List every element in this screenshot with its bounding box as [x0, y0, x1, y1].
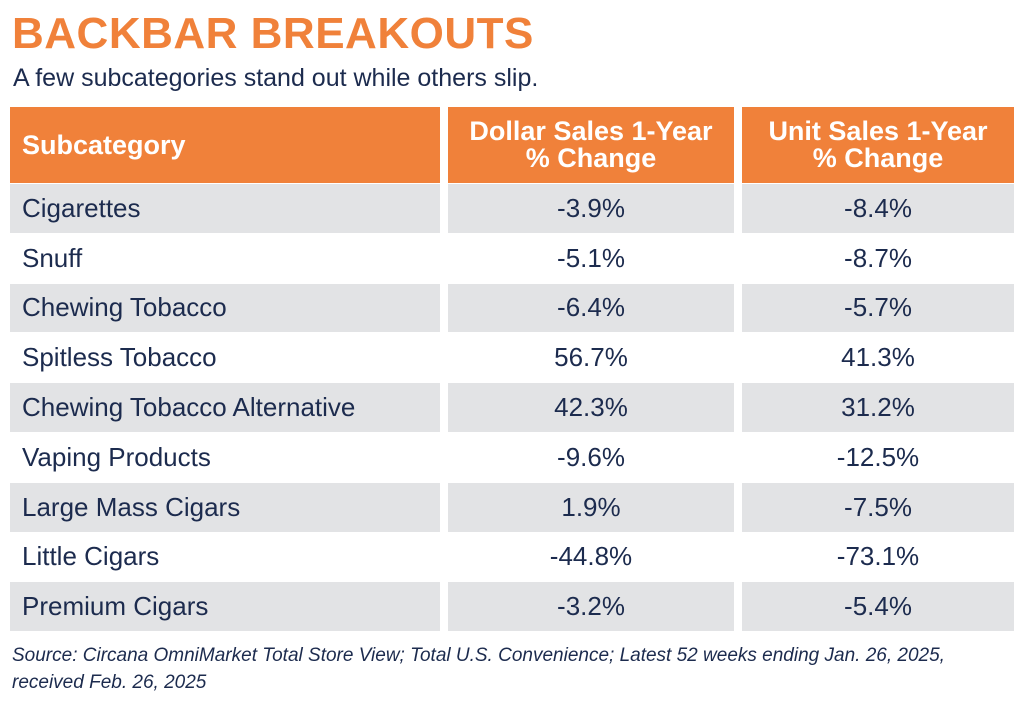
source-line-2: received Feb. 26, 2025 — [12, 672, 207, 693]
dollar-change-cell: -3.9% — [448, 183, 734, 233]
table-body: Cigarettes -3.9% -8.4% Snuff -5.1% -8.7% Chewi… — [10, 183, 1014, 632]
subcategory-cell: Spitless Tobacco — [10, 332, 440, 383]
table-row: Vaping Products -9.6% -12.5% — [10, 431, 1014, 482]
unit-change-cell: -7.5% — [742, 481, 1014, 532]
unit-change-cell: -5.4% — [742, 581, 1014, 632]
table-row: Large Mass Cigars 1.9% -7.5% — [10, 481, 1014, 532]
data-table: Subcategory Dollar Sales 1-Year % Change… — [10, 107, 1014, 632]
unit-change-cell: -12.5% — [742, 431, 1014, 482]
subcategory-cell: Vaping Products — [10, 431, 440, 482]
dollar-change-cell: -6.4% — [448, 282, 734, 333]
table-row: Chewing Tobacco Alternative 42.3% 31.2% — [10, 382, 1014, 432]
unit-change-cell: 41.3% — [742, 332, 1014, 383]
chart-title: BACKBAR BREAKOUTS — [12, 9, 534, 58]
subcategory-cell: Snuff — [10, 232, 440, 283]
table-row: Premium Cigars -3.2% -5.4% — [10, 581, 1014, 632]
dollar-change-cell: -5.1% — [448, 232, 734, 283]
unit-change-cell: -73.1% — [742, 531, 1014, 582]
header-dollar-sales-line1: Dollar Sales 1-Year — [469, 116, 713, 146]
header-dollar-sales: Dollar Sales 1-Year % Change — [448, 107, 734, 183]
dollar-change-cell: 56.7% — [448, 332, 734, 383]
subcategory-cell: Little Cigars — [10, 531, 440, 582]
unit-change-cell: -8.4% — [742, 183, 1014, 233]
dollar-change-cell: -44.8% — [448, 531, 734, 582]
table-row: Little Cigars -44.8% -73.1% — [10, 531, 1014, 582]
table-row: Cigarettes -3.9% -8.4% — [10, 183, 1014, 233]
header-subcategory-label: Subcategory — [22, 129, 186, 160]
table-row: Chewing Tobacco -6.4% -5.7% — [10, 282, 1014, 333]
header-unit-sales: Unit Sales 1-Year % Change — [742, 107, 1014, 183]
source-line-1: Source: Circana OmniMarket Total Store V… — [12, 645, 945, 666]
subcategory-cell: Chewing Tobacco — [10, 282, 440, 333]
table-row: Snuff -5.1% -8.7% — [10, 232, 1014, 283]
table-header-row: Subcategory Dollar Sales 1-Year % Change… — [10, 107, 1014, 183]
unit-change-cell: -8.7% — [742, 232, 1014, 283]
unit-change-cell: 31.2% — [742, 382, 1014, 432]
subcategory-cell: Premium Cigars — [10, 581, 440, 632]
dollar-change-cell: 42.3% — [448, 382, 734, 432]
source-note: Source: Circana OmniMarket Total Store V… — [12, 642, 1012, 696]
header-subcategory: Subcategory — [10, 107, 440, 183]
dollar-change-cell: -3.2% — [448, 581, 734, 632]
subcategory-cell: Large Mass Cigars — [10, 481, 440, 532]
dollar-change-cell: 1.9% — [448, 481, 734, 532]
chart-subtitle: A few subcategories stand out while othe… — [13, 64, 539, 92]
dollar-change-cell: -9.6% — [448, 431, 734, 482]
header-dollar-sales-line2: % Change — [525, 143, 657, 173]
table-row: Spitless Tobacco 56.7% 41.3% — [10, 332, 1014, 383]
unit-change-cell: -5.7% — [742, 282, 1014, 333]
subcategory-cell: Cigarettes — [10, 183, 440, 233]
header-unit-sales-line1: Unit Sales 1-Year — [768, 116, 988, 146]
subcategory-cell: Chewing Tobacco Alternative — [10, 382, 440, 432]
header-unit-sales-line2: % Change — [812, 143, 944, 173]
